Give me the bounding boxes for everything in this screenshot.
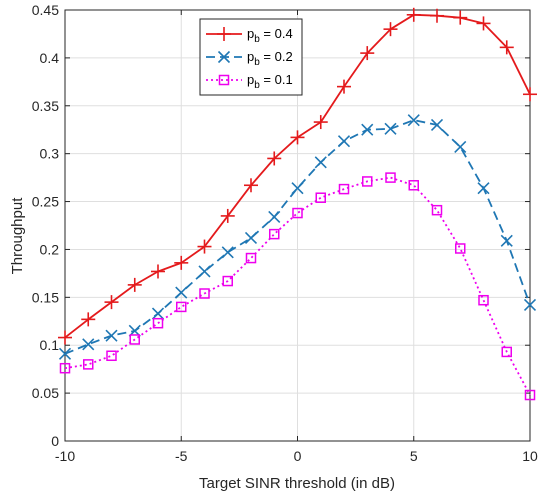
y-tick-label: 0.25 [32, 194, 59, 210]
x-axis-label: Target SINR threshold (in dB) [199, 475, 395, 492]
data-point [523, 87, 537, 102]
data-point [129, 334, 140, 345]
data-point [523, 298, 537, 312]
data-point [500, 234, 513, 247]
data-point [453, 10, 468, 25]
data-point [408, 180, 419, 191]
data-point [58, 330, 72, 345]
data-point [362, 176, 373, 187]
data-point [430, 118, 444, 131]
data-point [455, 243, 466, 254]
data-point [337, 135, 351, 148]
x-tick-label: -5 [175, 448, 188, 464]
legend-box [199, 18, 303, 96]
data-point [477, 182, 490, 195]
data-point [290, 130, 305, 145]
data-point [499, 40, 514, 55]
data-point [385, 172, 396, 183]
data-point [524, 389, 536, 401]
legend-label: pb = 0.1 [247, 72, 293, 91]
data-point [83, 359, 94, 370]
data-point [406, 7, 421, 22]
data-point [221, 246, 234, 259]
data-point [174, 255, 189, 270]
y-axis-label: Throughput [9, 197, 26, 275]
data-point [315, 192, 326, 203]
x-tick-label: -10 [55, 448, 75, 464]
data-point [244, 231, 258, 245]
y-axis-ticks: 0 0.05 0.1 0.15 0.2 0.25 0.3 0.35 0.4 0.45 [32, 2, 530, 449]
data-point [292, 207, 303, 219]
data-point [245, 252, 257, 264]
data-point [59, 362, 71, 374]
y-tick-label: 0.4 [40, 50, 60, 66]
x-axis-ticks: -10 -5 0 5 10 [55, 10, 538, 464]
data-point [222, 275, 233, 287]
data-point [268, 210, 281, 223]
data-point [127, 277, 142, 292]
data-point [269, 228, 280, 240]
data-point [407, 114, 420, 127]
series-lines [58, 7, 537, 401]
legend: pb = 0.4 pb = 0.2 pb = 0.1 [199, 18, 303, 96]
series-0 [58, 7, 537, 345]
y-tick-label: 0 [51, 433, 59, 449]
y-tick-label: 0.35 [32, 98, 59, 114]
data-point [430, 8, 444, 23]
y-tick-label: 0.1 [40, 337, 60, 353]
data-point [58, 347, 72, 360]
legend-item: pb = 0.4 [206, 26, 293, 45]
y-tick-label: 0.3 [40, 146, 60, 162]
y-tick-label: 0.2 [40, 241, 60, 257]
legend-item: pb = 0.1 [206, 72, 293, 91]
data-point [384, 122, 397, 135]
series-2 [59, 172, 536, 401]
y-tick-label: 0.05 [32, 385, 59, 401]
data-point [338, 183, 350, 195]
data-point [244, 178, 258, 193]
data-point [105, 329, 118, 342]
data-point [337, 79, 351, 94]
data-point [176, 301, 187, 313]
data-point [501, 346, 512, 358]
legend-label: pb = 0.4 [247, 26, 293, 45]
data-point [314, 156, 327, 169]
series-1 [58, 114, 537, 360]
series-line [64, 176, 531, 396]
x-tick-label: 10 [522, 448, 538, 464]
data-point [220, 208, 235, 223]
data-point [197, 239, 212, 254]
data-point [478, 294, 489, 306]
data-point [81, 312, 96, 327]
data-point [104, 295, 119, 310]
legend-label: pb = 0.2 [247, 49, 293, 68]
data-point [360, 46, 375, 61]
y-tick-label: 0.45 [32, 2, 59, 18]
data-point [454, 140, 467, 154]
data-point [361, 123, 374, 136]
y-tick-label: 0.15 [32, 289, 59, 305]
data-point [151, 307, 165, 320]
series-line [64, 119, 531, 355]
data-point [152, 317, 164, 329]
x-tick-label: 5 [410, 448, 418, 464]
x-tick-label: 0 [294, 448, 302, 464]
data-point [383, 22, 398, 37]
legend-marker [218, 74, 230, 86]
data-point [175, 286, 188, 299]
data-point [291, 182, 304, 195]
data-point [313, 115, 328, 130]
legend-item: pb = 0.2 [206, 49, 293, 68]
data-point [431, 204, 443, 216]
legend-marker [217, 50, 231, 64]
data-point [198, 265, 211, 278]
data-point [476, 16, 491, 31]
data-point [151, 264, 165, 279]
legend-marker [217, 27, 231, 41]
data-point [106, 350, 117, 362]
data-point [82, 338, 95, 351]
data-point [199, 288, 210, 299]
data-point [267, 151, 282, 166]
